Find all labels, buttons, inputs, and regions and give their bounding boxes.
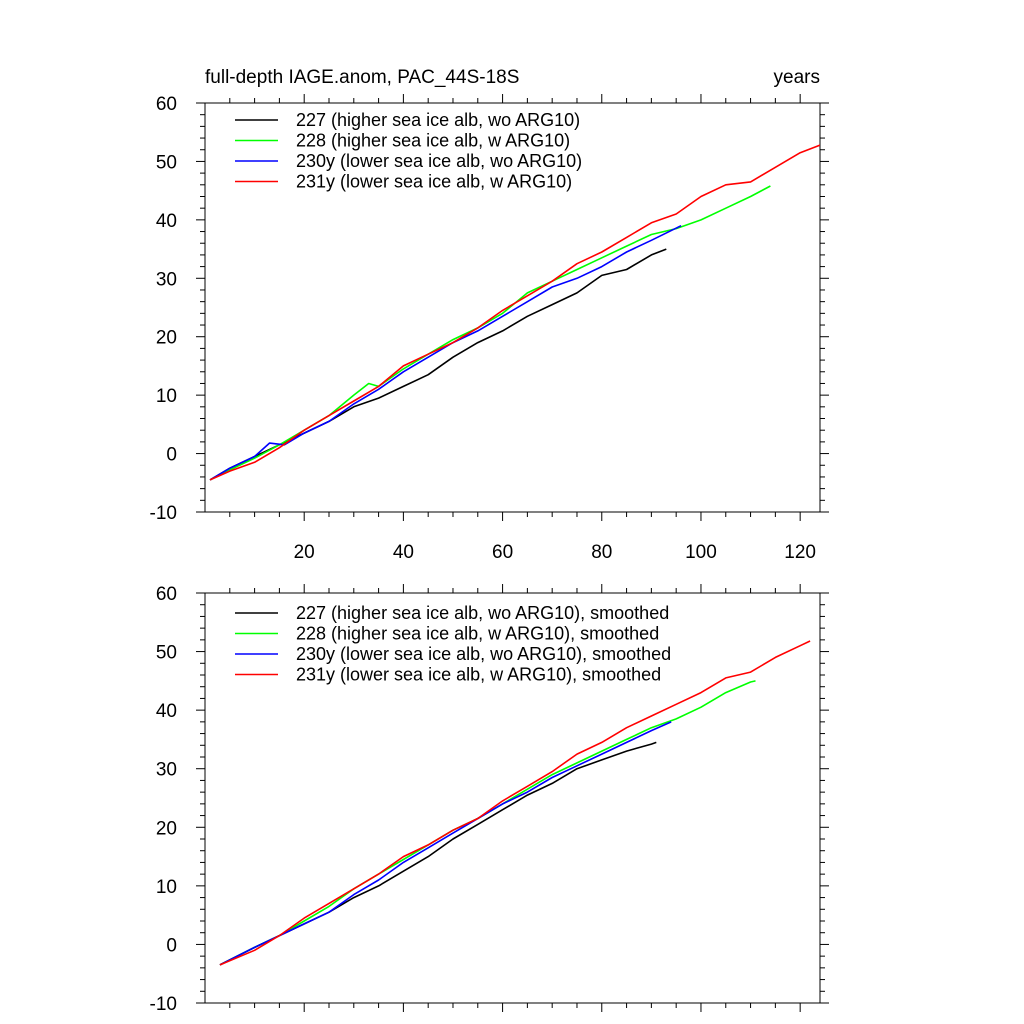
y-tick-label: 50 (156, 643, 177, 664)
x-tick-label: 80 (591, 542, 612, 563)
y-tick-label: 50 (156, 152, 177, 173)
chart-units-label: years (774, 67, 820, 88)
legend-label: 230y (lower sea ice alb, wo ARG10) (296, 151, 582, 171)
bottom-panel: -10 0 10 20 30 40 50 60 227 (higher sea ice alb,… (150, 584, 829, 1015)
y-tick-label: 30 (156, 269, 177, 290)
y-tick-label: 30 (156, 760, 177, 781)
x-tick-label: 120 (784, 542, 816, 563)
y-tick-label: -10 (150, 503, 177, 524)
y-tick-label: 40 (156, 211, 177, 232)
legend-label: 228 (higher sea ice alb, w ARG10), smoot… (296, 624, 659, 644)
plot-frame (204, 592, 821, 1004)
x-tick-label: 60 (492, 542, 513, 563)
series-line-1 (219, 680, 756, 966)
y-tick-label: 20 (156, 818, 177, 839)
y-tick-label: 10 (156, 877, 177, 898)
y-tick-label: -10 (150, 994, 177, 1015)
legend-label: 231y (lower sea ice alb, w ARG10) (296, 172, 572, 192)
y-tick-label: 10 (156, 386, 177, 407)
legend-label: 227 (higher sea ice alb, wo ARG10) (296, 110, 580, 130)
series-line-2 (209, 224, 682, 481)
y-tick-label: 40 (156, 701, 177, 722)
x-tick-label: 20 (294, 542, 315, 563)
series-line-3 (219, 640, 811, 966)
legend-label: 230y (lower sea ice alb, wo ARG10), smoo… (296, 644, 671, 664)
x-tick-label: 40 (393, 542, 414, 563)
chart-title: full-depth IAGE.anom, PAC_44S-18S (205, 67, 519, 88)
series-line-1 (209, 185, 771, 481)
y-tick-label: 0 (166, 445, 177, 466)
series-line-2 (219, 721, 672, 966)
series-line-3 (209, 144, 820, 481)
legend-label: 231y (lower sea ice alb, w ARG10), smoot… (296, 665, 661, 685)
y-tick-label: 60 (156, 94, 177, 115)
y-tick-label: 0 (166, 935, 177, 956)
plot-frame (204, 102, 821, 513)
legend-label: 227 (higher sea ice alb, wo ARG10), smoo… (296, 603, 669, 623)
y-tick-label: 60 (156, 584, 177, 605)
y-tick-label: 20 (156, 328, 177, 349)
x-tick-label: 100 (685, 542, 717, 563)
legend-label: 228 (higher sea ice alb, w ARG10) (296, 131, 570, 151)
top-panel: -10 0 10 20 30 40 50 60 20 40 60 80 100 120 full-depth… (150, 67, 829, 563)
